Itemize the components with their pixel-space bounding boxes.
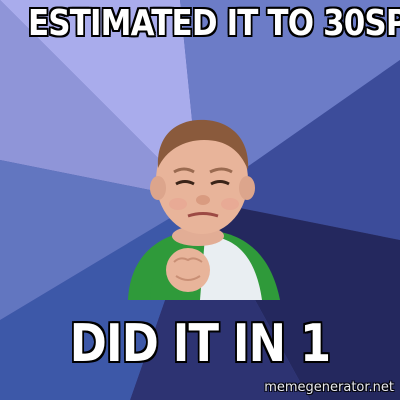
baby-ear-left xyxy=(150,176,166,200)
baby-ear-right xyxy=(239,176,255,200)
bottom-caption: DID IT IN 1 xyxy=(28,318,372,370)
baby-cheek-left xyxy=(169,198,187,210)
baby-cheek-right xyxy=(221,198,239,210)
watermark: memegenerator.net xyxy=(264,380,394,395)
baby-fist xyxy=(166,248,210,292)
baby-nose xyxy=(196,195,210,205)
top-caption: ESTIMATED IT TO 30SP xyxy=(28,6,372,42)
